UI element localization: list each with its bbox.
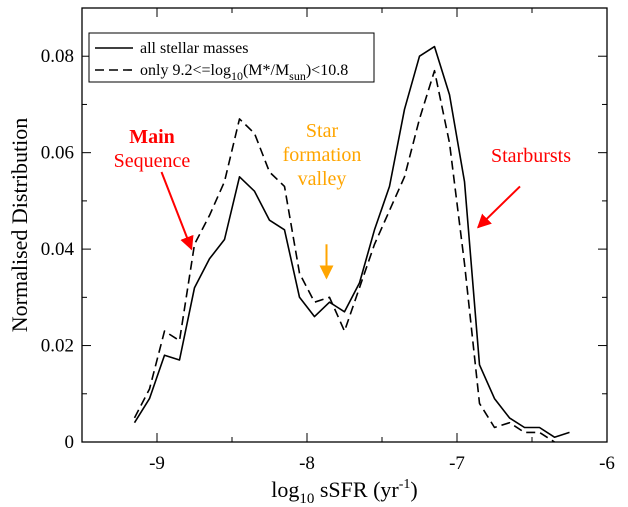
legend-box xyxy=(88,32,375,83)
legend-label-1: all stellar masses xyxy=(140,40,248,57)
series-line-1 xyxy=(133,45,570,438)
annotation-2-line-3: valley xyxy=(298,168,347,190)
legend-text-part: all stellar masses xyxy=(140,40,248,57)
series-group xyxy=(133,45,570,443)
series-line-2 xyxy=(133,69,555,443)
annotation-3-line-1: Starbursts xyxy=(491,145,571,167)
x-tick-label: -6 xyxy=(599,453,615,474)
axes: -9 -8 -7 -6 0 0.02 0.04 0.06 0.08 xyxy=(41,7,615,474)
x-title-end: ) xyxy=(410,477,417,502)
legend-subscript: 10 xyxy=(231,69,243,83)
x-tick-label: -8 xyxy=(299,453,315,474)
legend: all stellar masses only 9.2<=log10(M*/Msu… xyxy=(88,32,375,83)
y-tick-label: 0.06 xyxy=(41,143,74,164)
x-title-sup: -1 xyxy=(399,477,411,492)
legend-subscript: sun xyxy=(289,69,306,83)
legend-label-2: only 9.2<=log10(M*/Msun)<10.8 xyxy=(140,62,348,83)
annotation-1-arrow xyxy=(160,171,194,251)
y-tick-label: 0.04 xyxy=(41,239,75,260)
annotation-1-line-2: Sequence xyxy=(114,150,191,172)
legend-text-part: (M*/M xyxy=(243,62,289,79)
x-axis-title: log10 sSFR (yr-1) xyxy=(271,477,417,507)
x-title-rest: sSFR (yr xyxy=(314,477,399,502)
annotation-2-line-2: formation xyxy=(283,144,362,166)
annotation-1-line-1: Main xyxy=(129,126,175,148)
x-tick-label: -9 xyxy=(149,453,165,474)
x-tick-label: -7 xyxy=(449,453,465,474)
x-title-base: log xyxy=(271,477,299,502)
legend-text-part: )<10.8 xyxy=(306,62,348,79)
annotation-3-arrow xyxy=(476,185,521,229)
legend-text-part: only 9.2<=log xyxy=(140,62,231,79)
y-tick-label: 0.02 xyxy=(41,336,74,357)
x-title-sub: 10 xyxy=(299,491,314,507)
plot-frame xyxy=(81,7,608,443)
y-tick-label: 0.08 xyxy=(41,46,74,67)
annotation-2-line-1: Star xyxy=(306,120,339,142)
y-tick-label: 0 xyxy=(65,432,75,453)
y-axis-title: Normalised Distribution xyxy=(7,118,32,332)
